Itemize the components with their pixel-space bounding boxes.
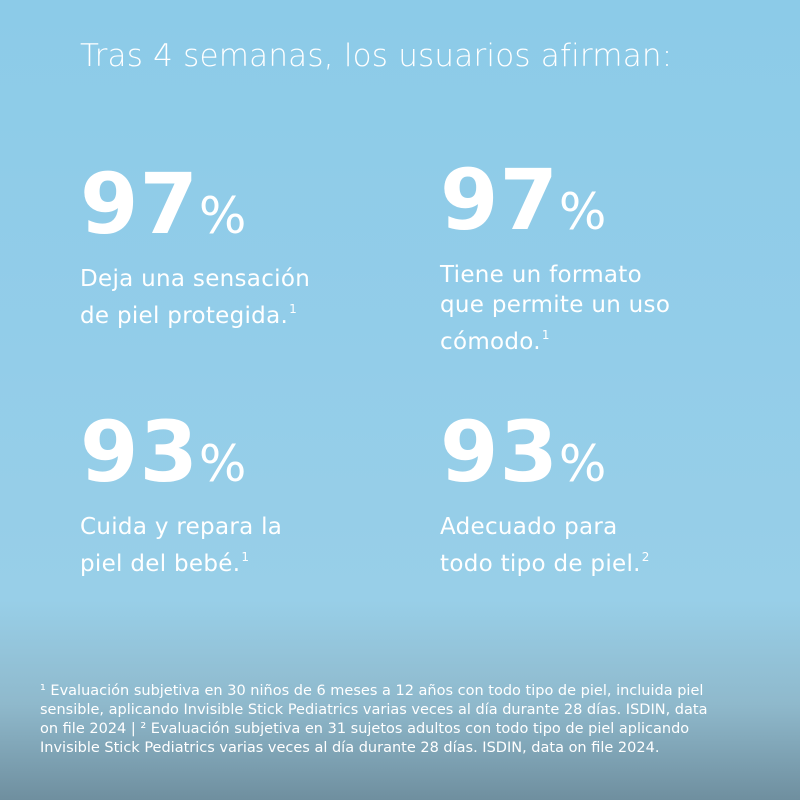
description-line: cómodo.1 (440, 320, 760, 357)
description-text: todo tipo de piel. (440, 551, 641, 577)
footnote-ref: 1 (241, 550, 250, 564)
description-line: que permite un uso (440, 290, 760, 320)
footnote-ref: 1 (289, 302, 298, 316)
description-text: cómodo. (440, 329, 541, 355)
stat-value: 97% (80, 162, 400, 258)
stat-number: 97 (80, 155, 199, 253)
stat: 97% Deja una sensación de piel protegida.1 (80, 162, 400, 331)
description-line: piel del bebé.1 (80, 542, 400, 579)
footnote-ref: 1 (541, 328, 550, 342)
stat-description: Deja una sensación de piel protegida.1 (80, 264, 400, 331)
description-text: piel del bebé. (80, 551, 241, 577)
description-text: Adecuado para (440, 514, 618, 540)
description-line: de piel protegida.1 (80, 294, 400, 331)
description-text: Cuida y repara la (80, 514, 283, 540)
title: Tras 4 semanas, los usuarios afirman: (80, 38, 673, 74)
footnote: ¹ Evaluación subjetiva en 30 niños de 6 … (40, 682, 770, 758)
stat-unit: % (558, 183, 608, 241)
description-text: Deja una sensación (80, 266, 311, 292)
stat: 93% Cuida y repara la piel del bebé.1 (80, 410, 400, 579)
stat-description: Cuida y repara la piel del bebé.1 (80, 512, 400, 579)
footnote-line: on file 2024 | ² Evaluación subjetiva en… (40, 721, 690, 737)
description-line: Cuida y repara la (80, 512, 400, 542)
stat-description: Adecuado para todo tipo de piel.2 (440, 512, 760, 579)
description-line: Tiene un formato (440, 260, 760, 290)
footnote-line: Invisible Stick Pediatrics varias veces … (40, 740, 660, 756)
stat: 97% Tiene un formato que permite un uso cóm… (440, 158, 760, 357)
description-text: que permite un uso (440, 292, 671, 318)
stat-number: 97 (440, 151, 559, 249)
stat-number: 93 (440, 403, 559, 501)
description-line: todo tipo de piel.2 (440, 542, 760, 579)
footnote-line: sensible, aplicando Invisible Stick Pedi… (40, 702, 708, 718)
stat-value: 93% (80, 410, 400, 506)
stat-value: 97% (440, 158, 760, 254)
stat-unit: % (198, 187, 248, 245)
description-line: Adecuado para (440, 512, 760, 542)
description-line: Deja una sensación (80, 264, 400, 294)
footnote-line: ¹ Evaluación subjetiva en 30 niños de 6 … (40, 683, 704, 699)
stat-unit: % (558, 435, 608, 493)
stat-unit: % (198, 435, 248, 493)
description-text: de piel protegida. (80, 303, 289, 329)
stat-value: 93% (440, 410, 760, 506)
footnote-ref: 2 (641, 550, 650, 564)
stat-description: Tiene un formato que permite un uso cómodo… (440, 260, 760, 357)
stat: 93% Adecuado para todo tipo de piel.2 (440, 410, 760, 579)
description-text: Tiene un formato (440, 262, 642, 288)
stat-number: 93 (80, 403, 199, 501)
